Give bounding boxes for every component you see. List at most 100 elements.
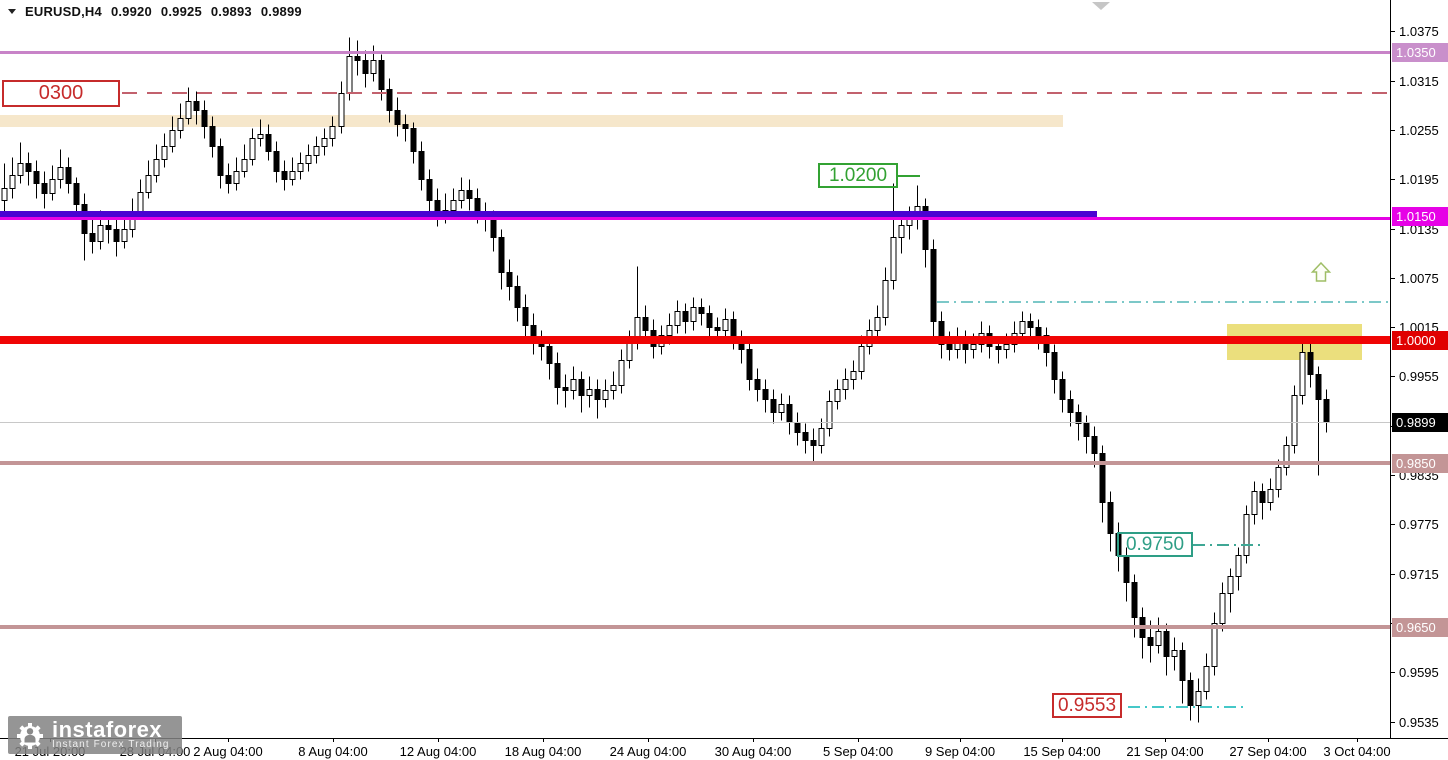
candle-body (1195, 691, 1202, 706)
candle-body (1059, 379, 1066, 400)
candle-body (1299, 352, 1306, 396)
candle-body (826, 401, 833, 429)
x-tick-label: 8 Aug 04:00 (298, 744, 367, 759)
candle-body (458, 190, 465, 201)
y-tick-label: 1.0015 (1399, 320, 1439, 335)
candle-body (578, 379, 585, 396)
candle-body (842, 379, 849, 390)
candle-body (562, 387, 569, 391)
candle-body (225, 175, 232, 184)
candle-body (1051, 352, 1058, 380)
quote-high: 0.9925 (160, 4, 202, 19)
candle-body (698, 307, 705, 314)
candle-body (1163, 631, 1170, 657)
candle-body (1283, 445, 1290, 468)
candle-body (818, 428, 825, 446)
candle-body (706, 313, 713, 328)
candle-body (434, 200, 441, 213)
candle-body (185, 101, 192, 119)
candle-body (193, 101, 200, 111)
candle-body (217, 146, 224, 176)
candle-body (1131, 582, 1138, 618)
quote-low: 0.9893 (210, 4, 252, 19)
candle-body (273, 151, 280, 172)
x-tick-label: 18 Aug 04:00 (505, 744, 582, 759)
candle-body (338, 93, 345, 127)
y-tick-label: 1.0195 (1399, 172, 1439, 187)
x-tick-label: 12 Aug 04:00 (400, 744, 477, 759)
candle-body (1315, 374, 1322, 400)
candle-body (17, 163, 24, 176)
brand-name: instaforex (52, 717, 163, 742)
candle-body (666, 325, 673, 336)
candle-body (209, 126, 216, 147)
candle-body (105, 225, 112, 230)
candle-body (418, 151, 425, 180)
candle-body (1155, 631, 1162, 646)
candle-body (241, 159, 248, 172)
candle-body (305, 155, 312, 164)
quote-close: 0.9899 (260, 4, 302, 19)
x-tick-label: 5 Sep 04:00 (823, 744, 893, 759)
candle-body (1219, 593, 1226, 624)
candle-body (257, 134, 264, 139)
candle-body (49, 179, 56, 194)
candle-body (770, 399, 777, 413)
candle-body (762, 389, 769, 400)
candle-body (602, 390, 609, 400)
candle-body (794, 422, 801, 433)
candle-body (466, 190, 473, 199)
candle-body (137, 192, 144, 213)
x-tick-label: 30 Aug 04:00 (715, 744, 792, 759)
chart-header: EURUSD,H4 0.9920 0.9925 0.9893 0.9899 (8, 4, 302, 19)
y-tick-label: 0.9655 (1399, 616, 1439, 631)
candle-body (1227, 576, 1234, 594)
candle-body (169, 130, 176, 147)
candle-body (858, 346, 865, 372)
candle-body (474, 198, 481, 213)
y-tick-label: 0.9955 (1399, 369, 1439, 384)
instaforex-gear-icon (17, 723, 43, 749)
candle-body (1107, 502, 1114, 534)
candle-body (1091, 436, 1098, 454)
candle-body (394, 110, 401, 125)
candle-body (1003, 344, 1010, 350)
candle-body (746, 349, 753, 380)
candle-body (33, 171, 40, 184)
candle-body (97, 225, 104, 242)
candle-body (674, 311, 681, 326)
candle-body (786, 404, 793, 423)
candle-body (402, 124, 409, 129)
y-tick-label: 0.9775 (1399, 517, 1439, 532)
candle-body (522, 307, 529, 326)
candle-body (850, 371, 857, 380)
candle-body (297, 163, 304, 172)
x-tick-label: 3 Oct 04:00 (1323, 744, 1390, 759)
candle-body (89, 233, 96, 242)
candle-body (1267, 489, 1274, 503)
candle-body (25, 163, 32, 172)
candle-body (1171, 650, 1178, 657)
candle-body (995, 346, 1002, 350)
candle-body (890, 237, 897, 281)
candle-body (690, 307, 697, 322)
candle-body (882, 280, 889, 318)
instaforex-watermark: instaforex Instant Forex Trading (8, 716, 182, 754)
candle-body (57, 167, 64, 180)
buy-signal-arrow (1310, 261, 1332, 282)
symbol-dropdown-icon (8, 9, 16, 14)
supply-zone-beige (0, 115, 1063, 127)
candle-body (410, 128, 417, 152)
brand-tagline: Instant Forex Trading (52, 739, 170, 750)
y-tick-label: 1.0375 (1399, 24, 1439, 39)
x-tick-label: 15 Sep 04:00 (1023, 744, 1100, 759)
candle-body (594, 389, 601, 400)
candle-body (570, 379, 577, 391)
candle-body (313, 146, 320, 156)
candle-body (1067, 399, 1074, 413)
candle-body (386, 89, 393, 111)
candle-body (1027, 321, 1034, 328)
candle-body (346, 56, 353, 94)
